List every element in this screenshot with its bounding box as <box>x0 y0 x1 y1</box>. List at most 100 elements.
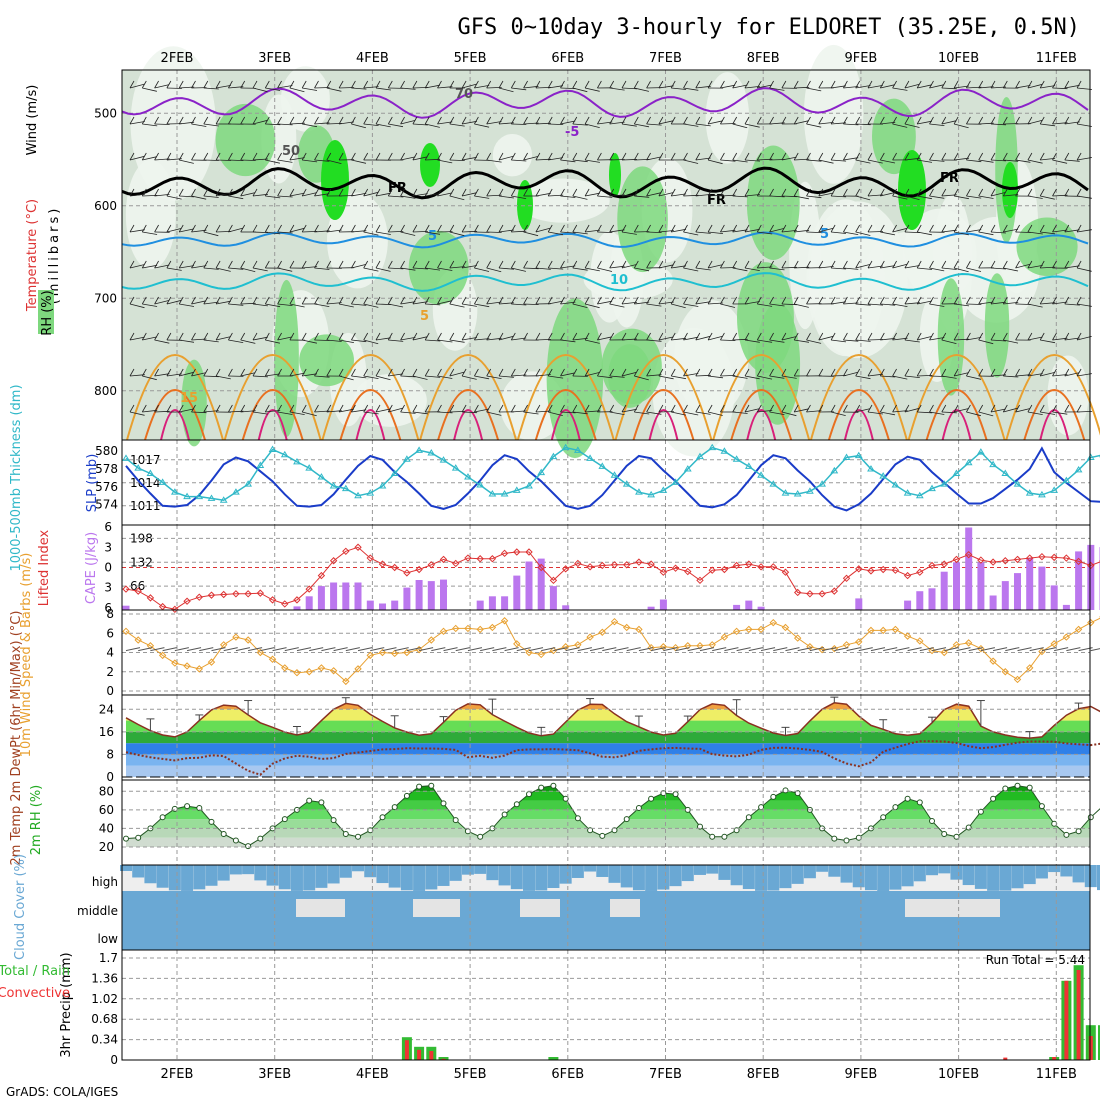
upper-wind-barb-flag <box>1039 80 1045 89</box>
upper-wind-barb-flag <box>228 116 233 125</box>
upper-wind-barb <box>388 123 404 128</box>
rh-point <box>794 790 801 797</box>
dewpoint-line <box>125 740 1100 776</box>
upper-wind-barb-flag <box>203 80 209 89</box>
upper-wind-barb <box>880 121 896 125</box>
upper-wind-barb-flag <box>941 224 947 233</box>
upper-wind-barb-flag <box>129 260 135 269</box>
cloud-high-bar <box>376 865 389 884</box>
upper-wind-barb <box>548 157 564 161</box>
upper-wind-barb <box>585 192 600 197</box>
upper-wind-barb-flag <box>707 224 713 233</box>
upper-wind-barb-flag <box>387 188 393 197</box>
upper-wind-barb-flag <box>793 332 799 341</box>
run-total-label: Run Total = 5.44 <box>986 953 1085 967</box>
upper-wind-barb-flag <box>695 332 701 341</box>
cloud-high-bar <box>156 865 169 888</box>
upper-wind-barb <box>216 300 231 305</box>
wind-barb <box>577 647 592 652</box>
upper-wind-barb <box>818 159 834 164</box>
upper-wind-barb <box>744 159 761 162</box>
wind-speed-point <box>293 669 301 677</box>
upper-wind-barb-flag <box>633 224 639 233</box>
upper-wind-barb <box>658 264 674 269</box>
upper-wind-barb-flag <box>744 404 750 413</box>
upper-wind-barb <box>449 371 465 377</box>
upper-wind-barb <box>240 192 256 197</box>
upper-wind-barb <box>757 410 773 413</box>
upper-wind-barb-flag <box>769 404 774 413</box>
upper-wind-barb-flag <box>806 116 811 125</box>
upper-wind-barb-flag <box>818 332 824 341</box>
wind-speed-point <box>696 642 704 650</box>
lifted-index-point <box>940 560 948 568</box>
lifted-index-point <box>720 565 729 574</box>
upper-wind-barb-flag <box>387 368 393 377</box>
upper-wind-barb-flag <box>437 296 442 305</box>
upper-wind-barb <box>511 267 526 272</box>
wind-speed-point <box>476 625 484 634</box>
upper-wind-barb <box>240 372 256 377</box>
temperature-tick-label: 8 <box>106 747 114 761</box>
upper-wind-barb-flag <box>978 116 984 125</box>
cape-bar <box>965 527 973 610</box>
upper-wind-barb <box>634 267 650 272</box>
precip-total-legend-label: Total / Rain <box>0 964 70 979</box>
upper-wind-barb <box>425 339 441 342</box>
upper-wind-barb-flag <box>277 80 282 89</box>
upper-wind-barb <box>252 303 268 307</box>
upper-wind-barb-flag <box>966 80 971 89</box>
upper-wind-barb <box>1027 195 1043 199</box>
upper-wind-barb <box>437 86 453 89</box>
upper-wind-barb-flag <box>535 296 541 305</box>
upper-wind-barb <box>929 123 945 126</box>
upper-wind-barb <box>634 123 650 128</box>
upper-wind-barb-flag <box>1002 80 1008 89</box>
upper-wind-barb-flag <box>375 152 381 161</box>
cloud-high-bar <box>364 865 377 878</box>
upper-wind-barb-flag <box>252 224 258 233</box>
upper-wind-barb <box>794 303 809 308</box>
upper-wind-barb-flag <box>277 224 282 233</box>
upper-wind-barb <box>1064 159 1080 162</box>
upper-wind-barb-flag <box>474 404 479 413</box>
upper-wind-barb <box>363 123 379 126</box>
upper-wind-barb-flag <box>215 80 221 89</box>
temp-contour-20 <box>144 389 206 441</box>
upper-wind-barb-flag <box>904 332 910 341</box>
cloud-high-bar <box>999 865 1012 891</box>
cloud-high-bar <box>352 865 365 872</box>
upper-wind-barb <box>289 303 305 308</box>
wind-barb <box>467 647 483 652</box>
upper-wind-barb-flag <box>707 332 713 341</box>
rh-point <box>782 787 789 794</box>
wind-barb <box>199 647 214 652</box>
upper-wind-barb <box>781 156 797 161</box>
cape-bar <box>403 587 411 610</box>
upper-wind-barb <box>388 195 404 198</box>
thickness-point <box>573 446 582 453</box>
upper-wind-barb-flag <box>289 224 295 233</box>
top-date-label: 11FEB <box>1036 51 1077 66</box>
upper-wind-barb-flag <box>547 152 553 161</box>
wind-speed-point <box>1026 664 1034 672</box>
upper-wind-barb-flag <box>437 368 442 377</box>
upper-wind-barb <box>129 193 145 197</box>
upper-wind-barb <box>978 86 994 89</box>
upper-wind-barb-flag <box>154 368 159 377</box>
upper-wind-barb-flag <box>1027 116 1033 125</box>
upper-wind-barb-flag <box>843 260 848 269</box>
upper-wind-barb <box>277 231 293 234</box>
upper-wind-barb-flag <box>400 404 405 413</box>
upper-wind-barb <box>277 336 293 341</box>
wind-barb <box>675 647 690 652</box>
upper-wind-barb-flag <box>338 332 344 341</box>
upper-wind-barb <box>523 156 539 161</box>
upper-wind-barb <box>732 84 748 89</box>
upper-wind-barb-flag <box>658 152 664 161</box>
upper-wind-barb-flag <box>1027 332 1033 341</box>
upper-wind-barb-flag <box>228 224 233 233</box>
lifted-index-point <box>610 561 619 569</box>
upper-wind-barb-flag <box>178 260 184 269</box>
upper-wind-barb-flag <box>756 224 762 233</box>
